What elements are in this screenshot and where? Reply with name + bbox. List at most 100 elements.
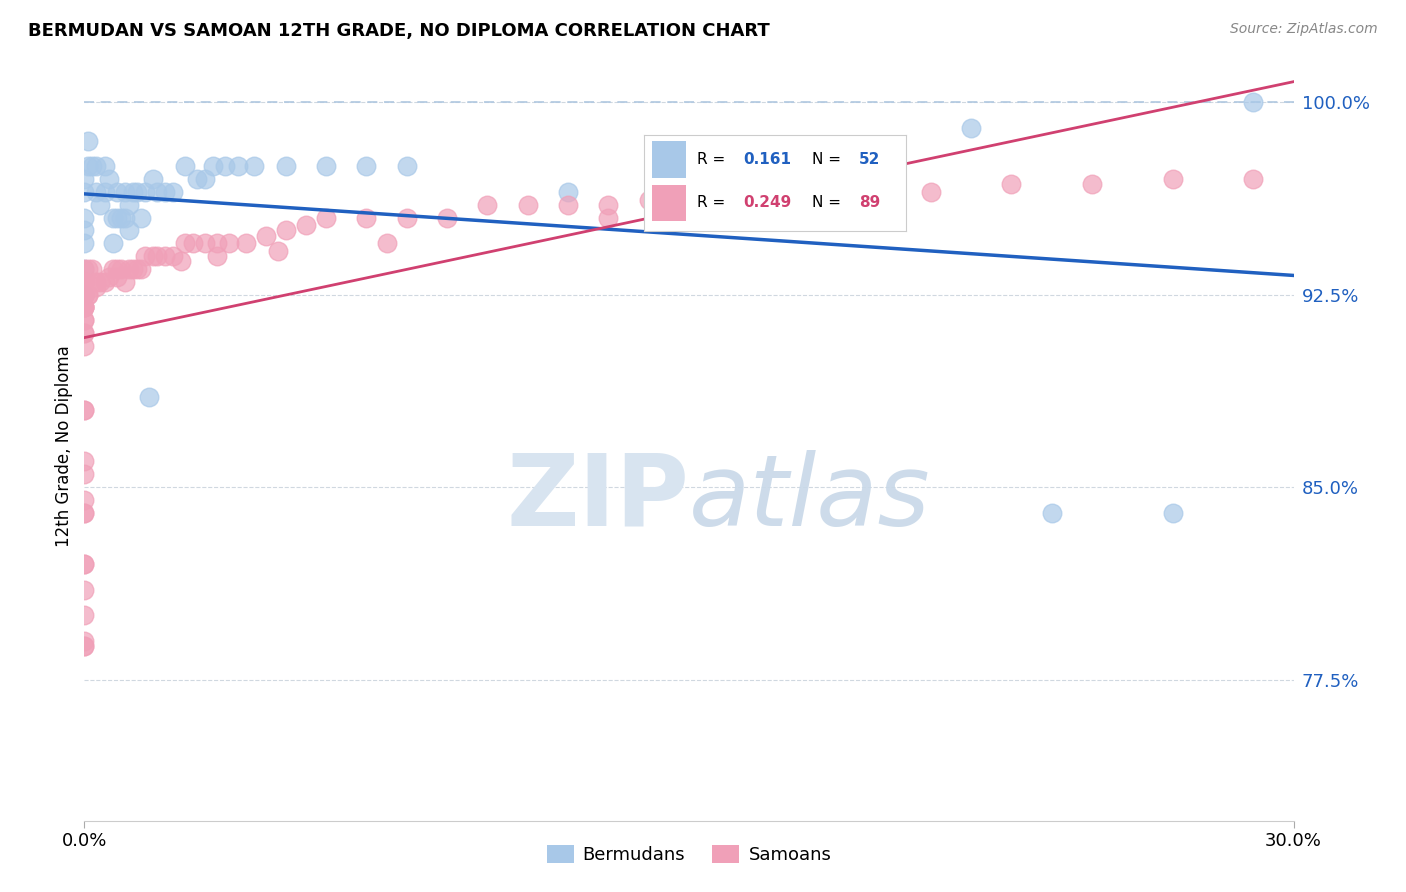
Point (598, 198, 620, 212)
Point (1241, 172, 1264, 186)
Point (718, 185, 741, 199)
Point (73, 634, 96, 648)
Point (73, 275, 96, 289)
Point (101, 211, 124, 225)
Point (73, 211, 96, 225)
Point (97, 269, 120, 284)
Point (73, 301, 96, 315)
Point (86, 185, 108, 199)
Point (77, 287, 100, 301)
Point (194, 236, 217, 251)
Point (375, 236, 398, 251)
Point (207, 249, 229, 263)
Point (142, 249, 165, 263)
Point (73, 172, 96, 186)
Point (73, 639, 96, 653)
Point (73, 301, 96, 315)
Point (758, 185, 780, 199)
Point (202, 159, 225, 173)
Point (254, 228, 277, 243)
Point (73, 275, 96, 289)
Point (93, 159, 115, 173)
Point (920, 185, 942, 199)
Point (226, 159, 249, 173)
Point (82, 262, 104, 277)
Point (73, 301, 96, 315)
Point (73, 639, 96, 653)
Point (110, 262, 132, 277)
Point (214, 159, 236, 173)
Point (839, 185, 862, 199)
Point (1161, 506, 1184, 520)
Point (356, 211, 378, 225)
Point (77, 287, 100, 301)
Point (73, 262, 96, 277)
Point (73, 313, 96, 327)
Point (516, 198, 538, 212)
Point (162, 249, 184, 263)
Text: R =: R = (696, 195, 725, 211)
Point (274, 223, 297, 237)
Point (557, 185, 579, 199)
Point (153, 249, 176, 263)
Point (267, 244, 290, 258)
Point (101, 236, 124, 251)
Point (73, 557, 96, 571)
Point (73, 326, 96, 340)
Point (73, 313, 96, 327)
Point (89, 275, 111, 289)
Point (436, 211, 458, 225)
Point (181, 236, 204, 251)
Point (170, 254, 193, 268)
Point (118, 223, 141, 237)
Point (89, 198, 111, 212)
Text: 0.161: 0.161 (744, 152, 792, 167)
Point (134, 249, 156, 263)
Point (274, 159, 297, 173)
Point (73, 454, 96, 468)
Point (73, 403, 96, 417)
Text: 52: 52 (859, 152, 880, 167)
Legend: Bermudans, Samoans: Bermudans, Samoans (540, 838, 838, 871)
Text: atlas: atlas (689, 450, 931, 547)
Point (125, 262, 148, 277)
Point (114, 185, 136, 199)
Point (121, 185, 143, 199)
Point (839, 146, 862, 161)
Point (142, 172, 165, 186)
Point (86, 275, 108, 289)
Point (162, 185, 184, 199)
Point (73, 287, 96, 301)
Point (110, 211, 132, 225)
Bar (652, 185, 686, 221)
Point (960, 120, 983, 135)
Point (73, 506, 96, 520)
Point (73, 287, 96, 301)
Point (218, 236, 240, 251)
Point (395, 159, 418, 173)
Point (73, 608, 96, 623)
Point (799, 185, 821, 199)
Text: R =: R = (696, 152, 725, 167)
Point (73, 506, 96, 520)
Point (73, 223, 96, 237)
Point (174, 236, 197, 251)
Point (129, 262, 152, 277)
Point (86, 280, 108, 294)
Point (235, 236, 257, 251)
Point (678, 146, 700, 161)
Point (93, 185, 115, 199)
Point (138, 390, 160, 404)
Point (73, 262, 96, 277)
Point (73, 301, 96, 315)
Text: 0.249: 0.249 (744, 195, 792, 211)
Point (125, 185, 148, 199)
Y-axis label: 12th Grade, No Diploma: 12th Grade, No Diploma (55, 345, 73, 547)
Point (118, 198, 141, 212)
Text: Source: ZipAtlas.com: Source: ZipAtlas.com (1230, 22, 1378, 37)
Point (395, 211, 418, 225)
Point (82, 159, 104, 173)
Point (146, 249, 169, 263)
Point (73, 275, 96, 289)
Point (1241, 95, 1264, 110)
